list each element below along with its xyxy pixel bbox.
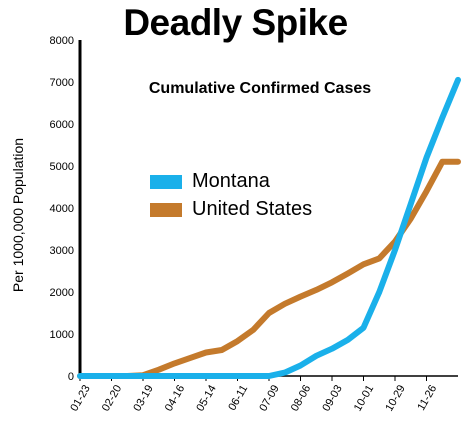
legend-item-united-states: United States bbox=[150, 198, 312, 221]
series-line-united-states bbox=[77, 158, 461, 379]
series-line-montana bbox=[77, 76, 461, 379]
y-tick-label: 5000 bbox=[50, 161, 74, 173]
legend-item-montana: Montana bbox=[150, 170, 270, 193]
y-tick-label: 1000 bbox=[50, 329, 74, 341]
x-tick-label: 06-11 bbox=[226, 383, 250, 413]
x-tick-label: 05-14 bbox=[194, 383, 218, 413]
x-tick-label: 01-23 bbox=[68, 383, 92, 413]
x-tick-label: 07-09 bbox=[257, 383, 281, 413]
x-ticks: 01-23 02-20 03-19 04-16 05-14 06-11 07-09 08-06… bbox=[68, 376, 439, 413]
y-tick-label: 3000 bbox=[50, 245, 74, 257]
y-tick-label: 7000 bbox=[50, 77, 74, 89]
y-tick-label: 0 bbox=[68, 371, 74, 383]
legend-label-montana: Montana bbox=[192, 170, 270, 192]
x-tick-label: 11-26 bbox=[415, 383, 439, 413]
legend-swatch-united-states bbox=[150, 202, 182, 217]
legend-swatch-montana bbox=[150, 174, 182, 189]
y-tick-label: 8000 bbox=[50, 35, 74, 47]
x-tick-label: 08-06 bbox=[289, 383, 313, 413]
x-tick-label: 03-19 bbox=[131, 383, 155, 413]
x-tick-label: 09-03 bbox=[320, 383, 344, 413]
y-tick-label: 6000 bbox=[50, 119, 74, 131]
x-tick-label: 02-20 bbox=[100, 383, 124, 413]
x-tick-label: 04-16 bbox=[163, 383, 187, 413]
y-tick-label: 2000 bbox=[50, 287, 74, 299]
chart-title: Deadly Spike bbox=[123, 2, 348, 43]
y-ticks: 0 1000 2000 3000 4000 5000 6000 7000 8000 bbox=[50, 35, 74, 383]
series-lines bbox=[77, 76, 461, 379]
x-tick-label: 10-29 bbox=[383, 383, 407, 413]
legend-label-united-states: United States bbox=[192, 198, 313, 220]
x-tick-label: 10-01 bbox=[352, 383, 376, 413]
y-tick-label: 4000 bbox=[50, 203, 74, 215]
chart-subtitle: Cumulative Confirmed Cases bbox=[148, 80, 372, 97]
